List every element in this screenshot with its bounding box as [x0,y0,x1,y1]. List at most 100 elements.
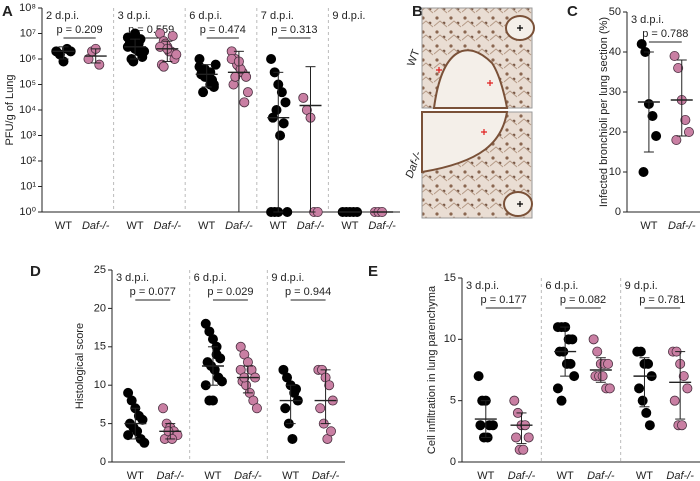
x-tick-label: WT [477,470,494,481]
x-tick-label: WT [636,470,653,481]
data-point [509,395,520,406]
data-point [199,64,210,75]
y-tick-label: 30 [609,86,621,98]
data-point [276,87,287,98]
group-label: 6 d.p.i. [194,272,227,284]
data-point [137,414,148,425]
data-point [683,127,694,138]
x-tick-label: Daf-/- [234,470,262,481]
data-point [487,420,498,431]
data-point [266,54,277,65]
y-tick-label: 15 [444,272,456,284]
panel-label: B [412,3,423,20]
group-label: 9 d.p.i. [332,10,365,22]
data-point [647,111,658,122]
p-value: p = 0.474 [200,24,246,36]
data-point [669,395,680,406]
data-point [634,383,645,394]
data-point [251,403,262,414]
p-value: p = 0.082 [560,294,606,306]
data-point [518,444,529,455]
data-point [473,371,484,382]
data-point [280,97,291,108]
marker [517,25,523,31]
x-tick-label: WT [127,470,144,481]
data-point [651,130,662,141]
group-label: 6 d.p.i. [545,280,578,292]
x-tick-label: WT [270,220,287,232]
y-tick-label: 10⁴ [19,104,36,116]
group-label: 3 d.p.i. [631,14,664,26]
y-tick-label: 10⁶ [19,53,36,65]
data-point [94,59,105,70]
y-tick-label: 10³ [20,129,36,141]
x-tick-label: Daf-/- [368,220,396,232]
marker [436,67,493,86]
marker [481,129,487,135]
data-point [671,134,682,145]
group-label: 3 d.p.i. [118,10,151,22]
data-point [588,334,599,345]
group-label: 7 d.p.i. [261,10,294,22]
data-point [139,437,150,448]
data-point [207,395,218,406]
data-point [682,383,693,394]
data-point [242,87,253,98]
x-tick-label: Daf-/- [297,220,325,232]
group-label: 2 d.p.i. [46,10,79,22]
group-label: 9 d.p.i. [625,280,658,292]
data-point [644,420,655,431]
data-point [641,407,652,418]
data-point [171,49,182,60]
y-tick-label: 10⁰ [19,206,36,218]
x-tick-label: WT [557,470,574,481]
group-label: 9 d.p.i. [271,272,304,284]
data-point [167,30,178,41]
panel-label: C [567,3,578,20]
data-point [475,420,486,431]
data-point [278,118,289,129]
y-tick-label: 10¹ [20,180,36,192]
data-point [511,432,522,443]
p-value: p = 0.177 [481,294,527,306]
p-value: p = 0.781 [639,294,685,306]
y-tick-label: 0 [615,206,621,218]
data-point [603,358,614,369]
data-point [291,384,302,395]
x-tick-label: Daf-/- [157,470,185,481]
y-tick-label: 10⁸ [19,2,36,14]
p-value: p = 0.209 [56,24,102,36]
x-tick-label: Daf-/- [82,220,110,232]
data-point [194,54,205,65]
data-point [275,130,286,141]
data-point [565,358,576,369]
data-point [635,346,646,357]
data-point [158,403,169,414]
data-point [523,432,534,443]
x-tick-label: Daf-/- [666,470,694,481]
y-tick-label: 5 [100,418,106,430]
image-label: WT [405,48,422,68]
x-tick-label: WT [640,220,657,232]
y-tick-label: 50 [609,6,621,18]
data-point [563,334,574,345]
data-point [282,206,293,217]
y-tick-label: 0 [100,456,106,468]
group-label: 6 d.p.i. [189,10,222,22]
data-point [678,371,689,382]
data-point [637,395,648,406]
data-point [216,376,227,387]
x-tick-label: Daf-/- [508,470,536,481]
y-tick-label: 10⁷ [20,27,36,39]
x-tick-label: WT [55,220,72,232]
data-point [680,115,691,126]
panel-label: E [368,263,378,280]
p-value: p = 0.029 [207,286,253,298]
y-tick-label: 10 [609,166,621,178]
y-axis-label: Histological score [74,323,86,409]
y-tick-label: 20 [609,126,621,138]
y-tick-label: 15 [94,341,106,353]
data-point [604,383,615,394]
data-point [137,51,148,62]
